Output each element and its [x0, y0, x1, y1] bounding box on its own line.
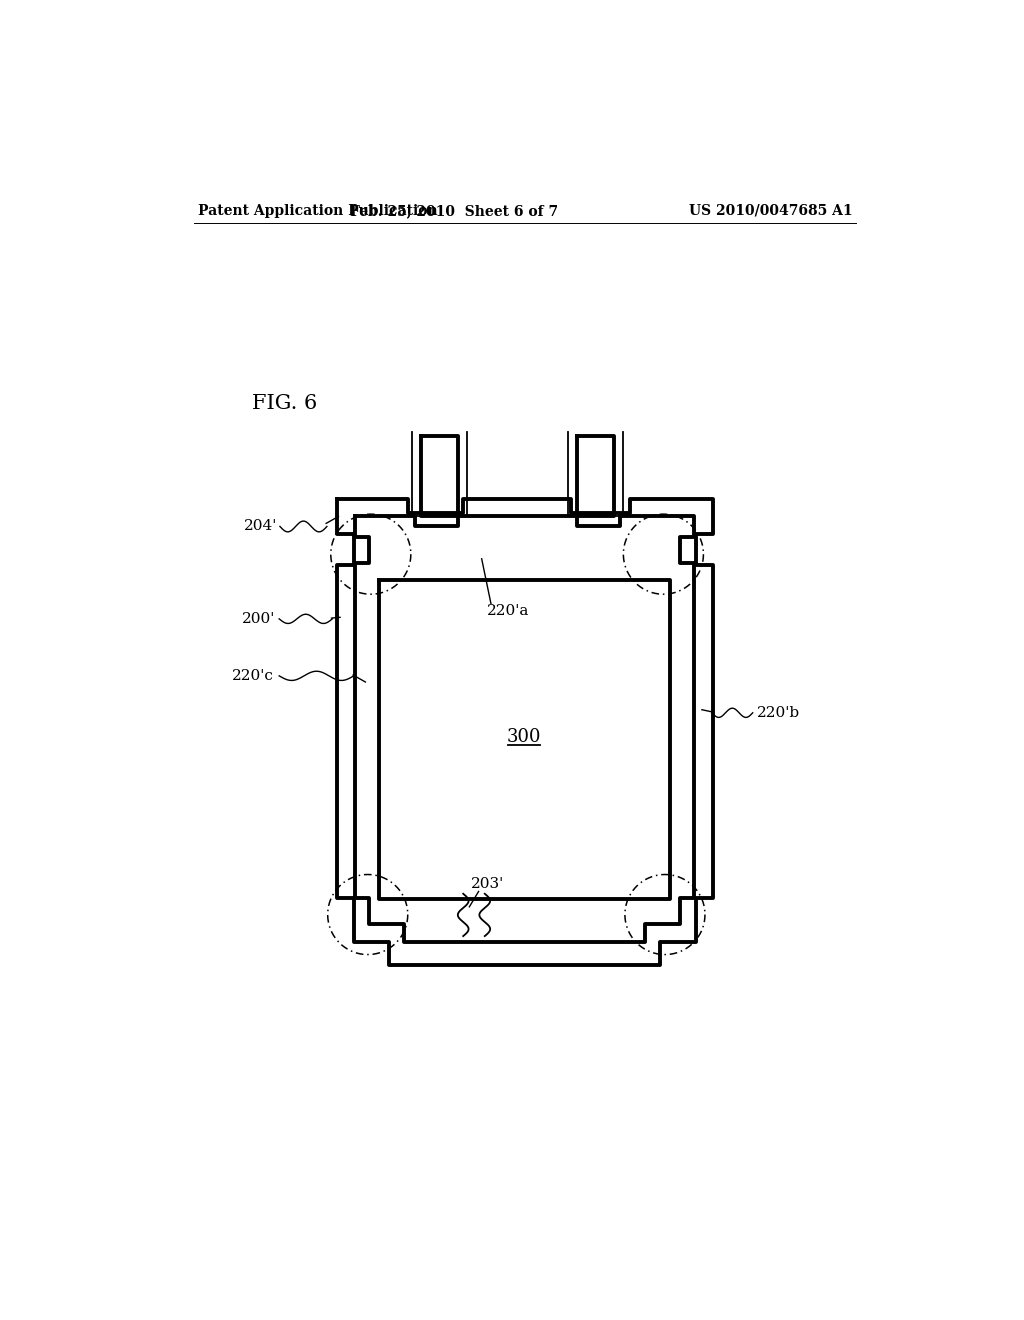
Text: 220'c: 220'c [231, 669, 273, 682]
Text: FIG. 6: FIG. 6 [252, 393, 317, 413]
Text: 220'b: 220'b [758, 706, 801, 719]
Text: 220'a: 220'a [486, 605, 529, 618]
Text: 204': 204' [244, 520, 276, 533]
Text: 300: 300 [507, 729, 542, 746]
Text: 203': 203' [471, 876, 505, 891]
Text: Feb. 25, 2010  Sheet 6 of 7: Feb. 25, 2010 Sheet 6 of 7 [350, 203, 558, 218]
Text: 200': 200' [242, 612, 275, 626]
Text: Patent Application Publication: Patent Application Publication [199, 203, 438, 218]
Text: US 2010/0047685 A1: US 2010/0047685 A1 [689, 203, 853, 218]
